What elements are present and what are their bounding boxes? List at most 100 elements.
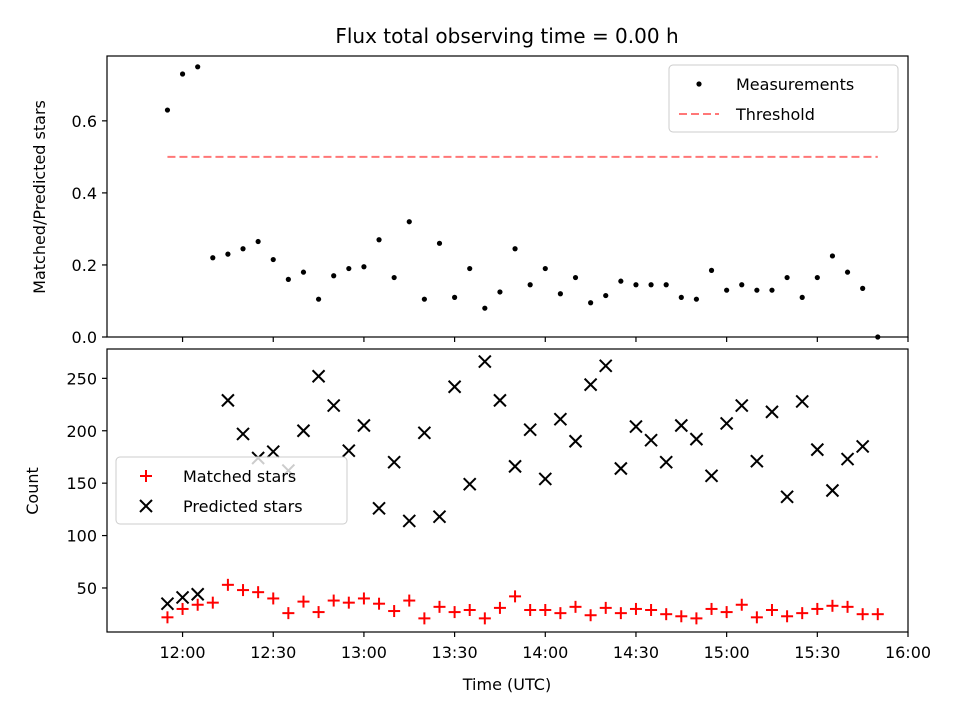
matched-star-point bbox=[327, 594, 340, 607]
matched-star-point bbox=[297, 595, 310, 608]
predicted-star-point bbox=[629, 419, 643, 434]
matched-star-point bbox=[629, 602, 642, 615]
predicted-star-point bbox=[296, 424, 311, 438]
matched-star-point bbox=[841, 600, 854, 613]
matched-star-point bbox=[599, 601, 612, 614]
measurement-point bbox=[482, 305, 488, 311]
bottom-y-ticks: 50 100 150 200 250 bbox=[66, 369, 107, 598]
predicted-star-point bbox=[704, 469, 719, 483]
measurement-point bbox=[557, 291, 563, 297]
matched-star-point bbox=[176, 602, 189, 615]
measurement-point bbox=[572, 274, 579, 281]
x-tick-label: 12:00 bbox=[160, 643, 206, 662]
measurement-point bbox=[739, 282, 745, 288]
top-y-tick-label: 0.4 bbox=[72, 184, 97, 203]
measurement-point bbox=[179, 71, 186, 77]
measurement-point bbox=[195, 64, 201, 70]
predicted-star-point bbox=[765, 405, 779, 419]
predicted-star-point bbox=[508, 459, 522, 474]
measurement-point bbox=[633, 282, 639, 288]
measurement-point bbox=[210, 255, 216, 261]
bottom-legend: Matched stars Predicted stars bbox=[115, 456, 348, 525]
predicted-star-point bbox=[810, 442, 825, 457]
predicted-star-point bbox=[568, 434, 583, 448]
measurement-point bbox=[270, 256, 276, 263]
predicted-star-point bbox=[795, 394, 809, 409]
measurement-point bbox=[406, 219, 412, 225]
x-tick-label: 14:30 bbox=[613, 643, 659, 662]
matched-star-point bbox=[509, 590, 522, 603]
matched-star-point bbox=[660, 608, 673, 621]
predicted-star-point bbox=[432, 509, 447, 524]
legend-predicted-label: Predicted stars bbox=[183, 497, 303, 516]
measurement-point bbox=[678, 294, 684, 300]
measurement-point bbox=[588, 300, 594, 306]
matched-star-point bbox=[584, 609, 597, 622]
measurement-point bbox=[376, 237, 382, 243]
matched-star-point bbox=[675, 610, 688, 623]
measurement-point bbox=[799, 294, 805, 300]
matched-star-point bbox=[811, 602, 824, 615]
x-tick-label: 13:30 bbox=[432, 643, 478, 662]
measurement-point bbox=[346, 265, 352, 272]
predicted-star-point bbox=[387, 455, 401, 469]
measurement-point bbox=[754, 287, 760, 293]
matched-star-point bbox=[856, 608, 869, 621]
matched-star-point bbox=[357, 592, 370, 605]
top-y-tick-label: 0.0 bbox=[72, 328, 97, 347]
matched-star-point bbox=[267, 592, 280, 605]
matched-star-point bbox=[237, 584, 250, 597]
top-y-ticks: 0.0 0.2 0.4 0.6 bbox=[72, 112, 107, 347]
bottom-y-tick-label: 100 bbox=[66, 527, 97, 546]
matched-star-point bbox=[478, 612, 491, 625]
predicted-star-point bbox=[599, 359, 613, 373]
top-y-tick-label: 0.6 bbox=[72, 112, 97, 131]
matched-star-point bbox=[569, 600, 582, 613]
predicted-star-point bbox=[417, 426, 432, 440]
matched-star-point bbox=[221, 578, 234, 591]
predicted-star-point bbox=[447, 380, 462, 394]
predicted-star-point bbox=[750, 454, 764, 468]
bottom-y-axis-label: Count bbox=[23, 467, 42, 515]
top-x-tick-marks bbox=[181, 337, 909, 342]
measurement-point bbox=[708, 267, 715, 273]
measurement-point bbox=[240, 246, 246, 252]
predicted-star-point bbox=[780, 490, 794, 504]
matched-star-point bbox=[871, 608, 884, 621]
legend-matched-label: Matched stars bbox=[183, 467, 296, 486]
bottom-y-tick-label: 50 bbox=[77, 579, 97, 598]
measurement-point bbox=[225, 251, 231, 257]
x-axis-label: Time (UTC) bbox=[462, 675, 551, 694]
x-tick-label: 14:00 bbox=[522, 643, 568, 662]
measurement-point bbox=[452, 294, 458, 300]
predicted-star-point bbox=[855, 439, 870, 454]
predicted-star-point bbox=[175, 590, 190, 605]
legend-predicted-marker bbox=[139, 499, 153, 513]
matched-star-point bbox=[161, 611, 174, 624]
predicted-star-point bbox=[236, 427, 250, 441]
matched-star-point bbox=[554, 607, 567, 620]
predicted-star-point bbox=[840, 452, 855, 466]
measurement-point bbox=[542, 265, 548, 272]
predicted-star-point bbox=[478, 354, 492, 369]
matched-star-point bbox=[282, 607, 295, 620]
predicted-star-point bbox=[825, 483, 840, 498]
measurement-point bbox=[497, 289, 503, 295]
matched-star-point bbox=[735, 598, 748, 611]
predicted-star-point bbox=[674, 418, 689, 433]
x-tick-label: 13:00 bbox=[341, 643, 387, 662]
measurement-point bbox=[844, 269, 851, 275]
matched-star-point bbox=[765, 603, 778, 616]
measurement-point bbox=[618, 278, 624, 284]
predicted-star-point bbox=[266, 445, 280, 459]
measurement-point bbox=[829, 253, 836, 259]
measurement-point bbox=[527, 282, 533, 288]
predicted-star-point bbox=[735, 398, 749, 413]
matched-star-point bbox=[388, 605, 401, 618]
predicted-star-point bbox=[402, 514, 416, 528]
matched-star-point bbox=[705, 602, 718, 615]
predicted-star-point bbox=[659, 455, 673, 469]
predicted-star-point bbox=[326, 398, 341, 413]
measurement-point bbox=[603, 292, 609, 299]
